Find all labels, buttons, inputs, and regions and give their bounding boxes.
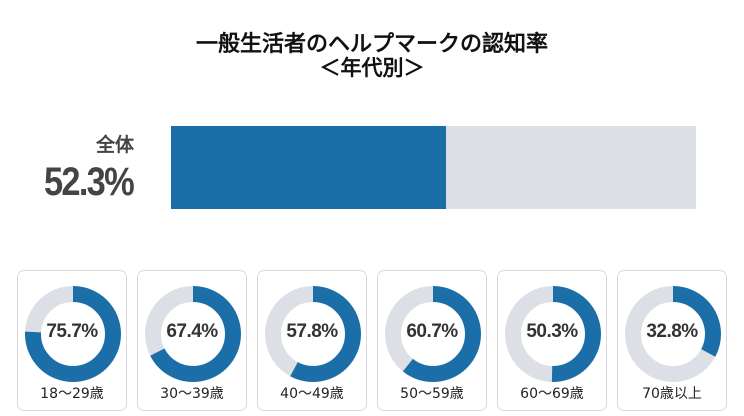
donut-arc xyxy=(625,286,721,382)
donut-card: 60.7% 50〜59歳 xyxy=(377,270,487,411)
age-group-label: 30〜39歳 xyxy=(160,386,224,402)
age-group-label: 18〜29歳 xyxy=(40,386,104,402)
overall-bar-fill xyxy=(171,126,446,209)
donut-card: 57.8% 40〜49歳 xyxy=(257,270,367,411)
donut-card: 67.4% 30〜39歳 xyxy=(137,270,247,411)
donut-card: 32.8% 70歳以上 xyxy=(617,270,727,411)
donut-chart xyxy=(505,286,601,382)
donut-arc xyxy=(145,286,241,382)
age-group-label: 50〜59歳 xyxy=(400,386,464,402)
donut-chart xyxy=(25,286,121,382)
donut-value: 67.4% xyxy=(166,321,218,342)
donut-value: 50.3% xyxy=(526,321,578,342)
donut-arc xyxy=(385,286,481,382)
chart-title: 一般生活者のヘルプマークの認知率 xyxy=(195,32,548,57)
age-group-label: 70歳以上 xyxy=(642,386,702,402)
donut-card: 50.3% 60〜69歳 xyxy=(497,270,607,411)
overall-bar-track xyxy=(171,126,696,209)
donut-arc xyxy=(505,286,601,382)
donut-value: 57.8% xyxy=(286,321,338,342)
donut-chart xyxy=(625,286,721,382)
donut-chart xyxy=(265,286,361,382)
donut-chart xyxy=(145,286,241,382)
donut-arc xyxy=(25,286,121,382)
donut-arc xyxy=(265,286,361,382)
chart-subtitle: ＜年代別＞ xyxy=(319,56,425,80)
age-group-label: 40〜49歳 xyxy=(280,386,344,402)
age-group-label: 60〜69歳 xyxy=(520,386,584,402)
donut-chart xyxy=(385,286,481,382)
overall-value: 52.3% xyxy=(44,160,135,204)
donut-value: 32.8% xyxy=(646,321,698,342)
donut-card: 75.7% 18〜29歳 xyxy=(17,270,127,411)
overall-label: 全体 xyxy=(95,134,134,156)
donut-value: 75.7% xyxy=(46,321,98,342)
donut-value: 60.7% xyxy=(406,321,458,342)
